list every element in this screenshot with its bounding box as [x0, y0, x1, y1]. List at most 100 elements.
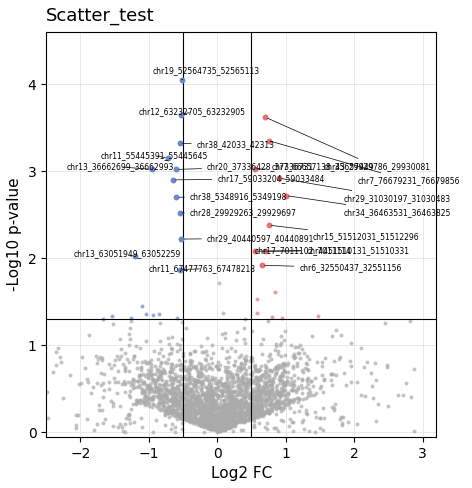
Point — [241, 394, 249, 402]
Point — [212, 421, 220, 429]
Point — [184, 399, 191, 407]
Point — [228, 411, 235, 419]
Point — [284, 402, 292, 409]
Point — [308, 332, 316, 340]
Point — [139, 370, 147, 378]
Point — [309, 383, 317, 390]
Point — [245, 403, 253, 411]
Point — [125, 391, 132, 399]
Point — [202, 395, 209, 403]
Point — [192, 409, 200, 417]
Point — [202, 394, 210, 402]
Point — [239, 402, 247, 410]
Point — [152, 383, 160, 391]
Point — [268, 313, 276, 321]
Point — [150, 388, 158, 396]
Point — [189, 404, 197, 411]
Point — [281, 379, 289, 387]
Point — [215, 365, 222, 372]
Point — [307, 377, 314, 385]
Point — [185, 408, 193, 416]
Point — [121, 428, 129, 436]
Point — [275, 174, 283, 182]
Point — [185, 369, 193, 377]
Point — [151, 378, 159, 386]
Point — [282, 386, 289, 394]
Point — [240, 402, 247, 409]
Point — [219, 403, 227, 411]
Point — [183, 391, 191, 399]
Point — [221, 411, 229, 419]
Point — [265, 387, 273, 395]
Point — [227, 418, 234, 426]
Point — [239, 416, 246, 424]
Point — [220, 418, 228, 426]
Point — [281, 400, 288, 407]
Point — [117, 352, 125, 360]
Point — [265, 390, 273, 398]
Point — [240, 417, 248, 425]
Point — [218, 418, 226, 426]
Point — [169, 345, 176, 352]
Point — [384, 402, 392, 410]
Point — [194, 366, 201, 373]
Point — [244, 402, 252, 409]
Point — [187, 407, 195, 415]
Point — [134, 397, 142, 405]
Point — [272, 398, 279, 406]
Point — [160, 401, 167, 409]
Point — [277, 332, 285, 340]
Point — [222, 410, 229, 418]
Point — [37, 396, 45, 404]
Point — [328, 404, 336, 411]
Point — [225, 392, 232, 400]
Point — [159, 352, 167, 360]
Point — [224, 417, 231, 425]
Point — [219, 389, 226, 397]
Point — [209, 390, 216, 398]
Point — [202, 383, 210, 391]
Point — [164, 403, 172, 411]
Point — [247, 390, 254, 398]
Point — [410, 427, 417, 435]
Point — [93, 352, 100, 360]
Point — [149, 404, 156, 411]
Point — [207, 386, 214, 394]
Point — [258, 374, 265, 382]
Point — [191, 346, 198, 354]
Point — [125, 415, 133, 423]
Point — [280, 359, 288, 367]
Point — [332, 400, 339, 408]
Point — [235, 397, 242, 405]
Point — [225, 420, 233, 428]
Point — [165, 403, 173, 410]
Point — [186, 389, 194, 397]
Point — [154, 355, 161, 363]
Point — [228, 345, 235, 352]
Point — [283, 378, 291, 386]
Point — [225, 403, 232, 410]
Point — [251, 403, 258, 411]
Point — [95, 401, 102, 408]
Point — [258, 410, 266, 418]
Point — [243, 398, 250, 406]
Point — [162, 386, 169, 393]
Point — [266, 371, 273, 379]
Point — [248, 404, 256, 412]
Point — [241, 399, 249, 407]
Point — [144, 359, 152, 366]
Point — [278, 416, 285, 424]
Text: chr17_7011102_7011114: chr17_7011102_7011114 — [255, 246, 352, 255]
Point — [239, 402, 246, 410]
Point — [242, 356, 250, 364]
Point — [192, 407, 200, 415]
Point — [66, 371, 74, 379]
Point — [226, 412, 234, 420]
Point — [185, 408, 192, 416]
Point — [93, 420, 101, 428]
Point — [197, 418, 204, 426]
Point — [186, 349, 194, 357]
Point — [208, 341, 216, 349]
Point — [205, 381, 213, 388]
Point — [188, 399, 196, 407]
